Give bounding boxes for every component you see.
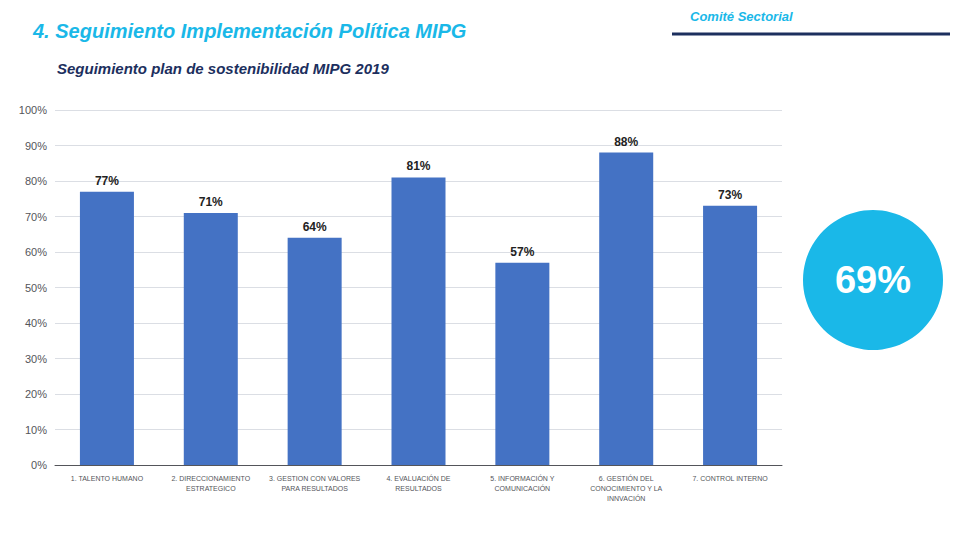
svg-text:5. INFORMACIÓN Y: 5. INFORMACIÓN Y	[490, 474, 554, 482]
svg-text:80%: 80%	[25, 175, 47, 187]
svg-text:2. DIRECCIONAMIENTO: 2. DIRECCIONAMIENTO	[171, 475, 250, 482]
svg-text:10%: 10%	[25, 424, 47, 436]
svg-text:1. TALENTO HUMANO: 1. TALENTO HUMANO	[71, 475, 144, 482]
svg-text:Seguimiento plan de sostenibil: Seguimiento plan de sostenibilidad MIPG …	[57, 60, 389, 77]
svg-text:77%: 77%	[95, 174, 119, 188]
svg-text:88%: 88%	[614, 135, 638, 149]
svg-text:71%: 71%	[199, 195, 223, 209]
svg-text:Comité Sectorial: Comité Sectorial	[690, 9, 793, 24]
svg-text:64%: 64%	[303, 220, 327, 234]
svg-text:PARA RESULTADOS: PARA RESULTADOS	[281, 485, 348, 492]
svg-text:COMUNICACIÓN: COMUNICACIÓN	[495, 484, 551, 492]
svg-text:40%: 40%	[25, 317, 47, 329]
svg-text:57%: 57%	[510, 245, 534, 259]
svg-text:0%: 0%	[31, 459, 47, 471]
svg-text:4. Seguimiento Implementación: 4. Seguimiento Implementación Política M…	[32, 20, 466, 42]
svg-text:50%: 50%	[25, 282, 47, 294]
svg-text:3. GESTION CON VALORES: 3. GESTION CON VALORES	[269, 475, 361, 482]
svg-text:INNVACIÓN: INNVACIÓN	[607, 494, 645, 502]
svg-text:CONOCIMIENTO Y LA: CONOCIMIENTO Y LA	[590, 485, 662, 492]
svg-text:73%: 73%	[718, 188, 742, 202]
svg-text:RESULTADOS: RESULTADOS	[395, 485, 442, 492]
svg-text:30%: 30%	[25, 353, 47, 365]
svg-text:6. GESTIÓN DEL: 6. GESTIÓN DEL	[599, 474, 654, 482]
svg-text:ESTRATEGICO: ESTRATEGICO	[186, 485, 236, 492]
svg-text:7. CONTROL INTERNO: 7. CONTROL INTERNO	[692, 475, 768, 482]
svg-text:81%: 81%	[406, 159, 430, 173]
svg-text:60%: 60%	[25, 246, 47, 258]
svg-text:100%: 100%	[19, 104, 47, 116]
svg-text:90%: 90%	[25, 140, 47, 152]
svg-text:70%: 70%	[25, 211, 47, 223]
svg-text:4. EVALUACIÓN DE: 4. EVALUACIÓN DE	[386, 474, 450, 482]
svg-text:20%: 20%	[25, 388, 47, 400]
svg-text:69%: 69%	[835, 259, 911, 301]
